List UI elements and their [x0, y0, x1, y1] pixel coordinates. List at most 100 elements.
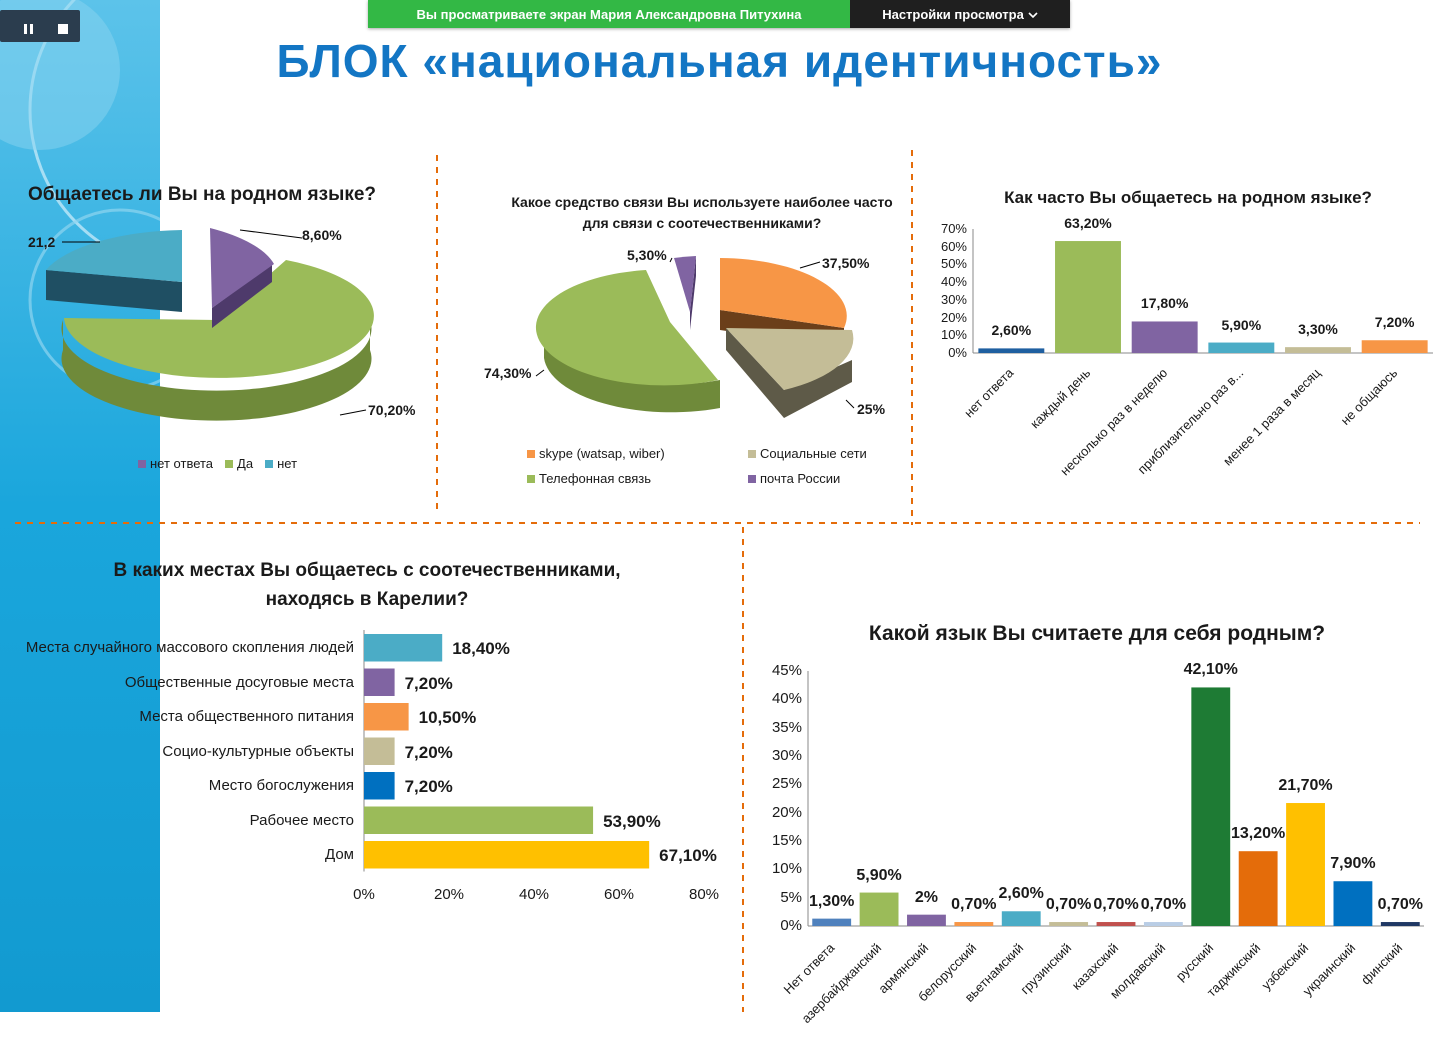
chart3-title: Как часто Вы общаетесь на родном языке? — [1004, 188, 1372, 207]
chart3-bar — [1285, 347, 1351, 353]
chart5-plot — [807, 671, 1424, 927]
chart5-bar — [859, 892, 899, 926]
chart3-y-tick: 30% — [940, 291, 967, 307]
chart3-value-label: 63,20% — [1064, 215, 1112, 232]
chart2-slice-skype — [720, 258, 847, 328]
chart4-bar — [364, 668, 395, 696]
chart4-value-label: 10,50% — [418, 708, 477, 727]
chart5-value-label: 0,70% — [1093, 896, 1139, 914]
chart5-value-label: 0,70% — [951, 896, 997, 914]
chart5-y-tick: 40% — [771, 690, 802, 708]
chart2-slice-social — [726, 328, 854, 390]
chart1-title: Общаетесь ли Вы на родном языке? — [27, 184, 376, 205]
chart2-label-phone: 74,30% — [484, 365, 532, 381]
chart5-y-tick: 45% — [771, 662, 802, 679]
slide-background-decoration — [0, 0, 160, 1012]
chart2-label-skype: 37,50% — [822, 255, 870, 271]
chart2-label-post: 5,30% — [627, 247, 667, 263]
chart1-label-da: 70,20% — [368, 402, 416, 418]
chart3-bar — [1131, 321, 1198, 353]
chart3-y-tick: 0% — [948, 345, 967, 360]
chart1-legend: нет ответа Да нет — [138, 456, 297, 471]
chart3-y-tick: 40% — [940, 274, 967, 290]
chart2-legend-phone: Телефонная связь — [527, 471, 651, 486]
chart4-title-line1: В каких местах Вы общаетесь с соотечеств… — [113, 560, 621, 581]
legend-label: почта России — [760, 471, 841, 486]
chart4-title-line2: находясь в Карелии? — [265, 589, 469, 610]
chart5-bar — [1333, 881, 1373, 926]
chart4-x-tick: 80% — [688, 885, 720, 903]
chart4-plot — [363, 630, 650, 872]
legend-swatch — [138, 459, 146, 468]
chart5-y-tick: 15% — [771, 832, 802, 849]
chart5-value-label: 7,90% — [1330, 855, 1376, 873]
chart3-value-label: 2,60% — [991, 322, 1032, 339]
chart5-bar — [1001, 911, 1041, 926]
chart4-x-tick: 20% — [433, 885, 465, 903]
pause-icon[interactable] — [24, 21, 34, 34]
chart5-y-tick: 30% — [771, 747, 802, 764]
chart4-x-tick: 60% — [603, 885, 635, 903]
chart3-bar — [1055, 241, 1121, 353]
chart4-value-label: 7,20% — [404, 777, 453, 796]
chart3-y-tick: 10% — [940, 327, 967, 343]
chart5-bar — [1380, 922, 1420, 926]
chart4-category-label: Социо-культурные объекты — [162, 742, 354, 760]
chart5-value-label: 13,20% — [1231, 825, 1286, 843]
chart3-y-tick: 70% — [940, 221, 967, 236]
chart4-x-tick: 40% — [518, 885, 550, 903]
chart4-value-label: 67,10% — [659, 846, 717, 865]
legend-label: нет ответа — [150, 456, 214, 471]
legend-swatch — [748, 449, 756, 458]
viewer-controls — [0, 10, 80, 42]
view-settings-label: Настройки просмотра — [882, 6, 1024, 22]
chart4-x-tick: 0% — [353, 885, 375, 903]
chart5-value-label: 0,70% — [1140, 896, 1187, 914]
shared-screen: Вы просматриваете экран Мария Александро… — [0, 0, 1433, 1027]
chart3-value-label: 7,20% — [1374, 314, 1415, 331]
legend-label: Социальные сети — [760, 446, 867, 461]
chart3-plot — [972, 229, 1433, 354]
chart4-value-label: 7,20% — [404, 742, 453, 762]
chart1-slice-no-answer-side — [212, 264, 272, 328]
chart3-bar — [1361, 340, 1428, 353]
legend-swatch — [748, 474, 756, 483]
chart4-bar — [364, 737, 395, 765]
chart4-category-label: Общественные досуговые места — [124, 673, 354, 691]
chart3-value-label: 5,90% — [1221, 316, 1262, 333]
chart1-pie — [46, 228, 374, 421]
chart5-bar — [812, 918, 852, 926]
chart5-y-tick: 25% — [771, 775, 802, 793]
chart2-slice-phone — [535, 270, 718, 386]
chart2-pie — [535, 256, 855, 418]
chart2-legend-skype: skype (watsap, wiber) — [527, 446, 665, 461]
chart5-value-label: 2,60% — [998, 885, 1044, 903]
slide-title: БЛОК «национальная идентичность» — [276, 35, 1163, 87]
chart4-bar — [364, 703, 409, 731]
chart2-slice-social-side — [726, 328, 852, 418]
chart4-category-label: Места случайного массового скопления люд… — [25, 639, 354, 656]
chart5-y-tick: 5% — [780, 888, 802, 906]
legend-swatch — [527, 449, 535, 458]
chart5-value-label: 0,70% — [1045, 896, 1092, 914]
chart5-y-tick: 20% — [771, 803, 802, 821]
screen-share-banner: Вы просматриваете экран Мария Александро… — [368, 0, 1070, 28]
chart1-slice-no-answer — [210, 228, 274, 308]
chart4-category-label: Дом — [325, 846, 354, 863]
legend-label: нет — [277, 456, 298, 471]
chart5-y-tick: 10% — [771, 860, 802, 878]
chart5-value-label: 21,70% — [1278, 777, 1333, 795]
chart1-label-net: 21,2 — [28, 234, 56, 250]
chart4-bar — [364, 634, 443, 662]
chart5-bar — [907, 914, 946, 926]
chart4-value-label: 53,90% — [603, 811, 661, 831]
legend-label: Да — [237, 456, 254, 471]
stop-icon[interactable] — [58, 21, 68, 34]
chart5-value-label: 0,70% — [1377, 896, 1423, 914]
view-settings-button[interactable]: Настройки просмотра — [850, 0, 1070, 28]
legend-swatch — [225, 459, 234, 468]
chart2-title-line1: Какое средство связи Вы используете наиб… — [511, 194, 893, 210]
chart5-bar — [1096, 922, 1136, 926]
chart1-slice-da — [64, 260, 374, 378]
chart5-bar — [1286, 803, 1325, 926]
